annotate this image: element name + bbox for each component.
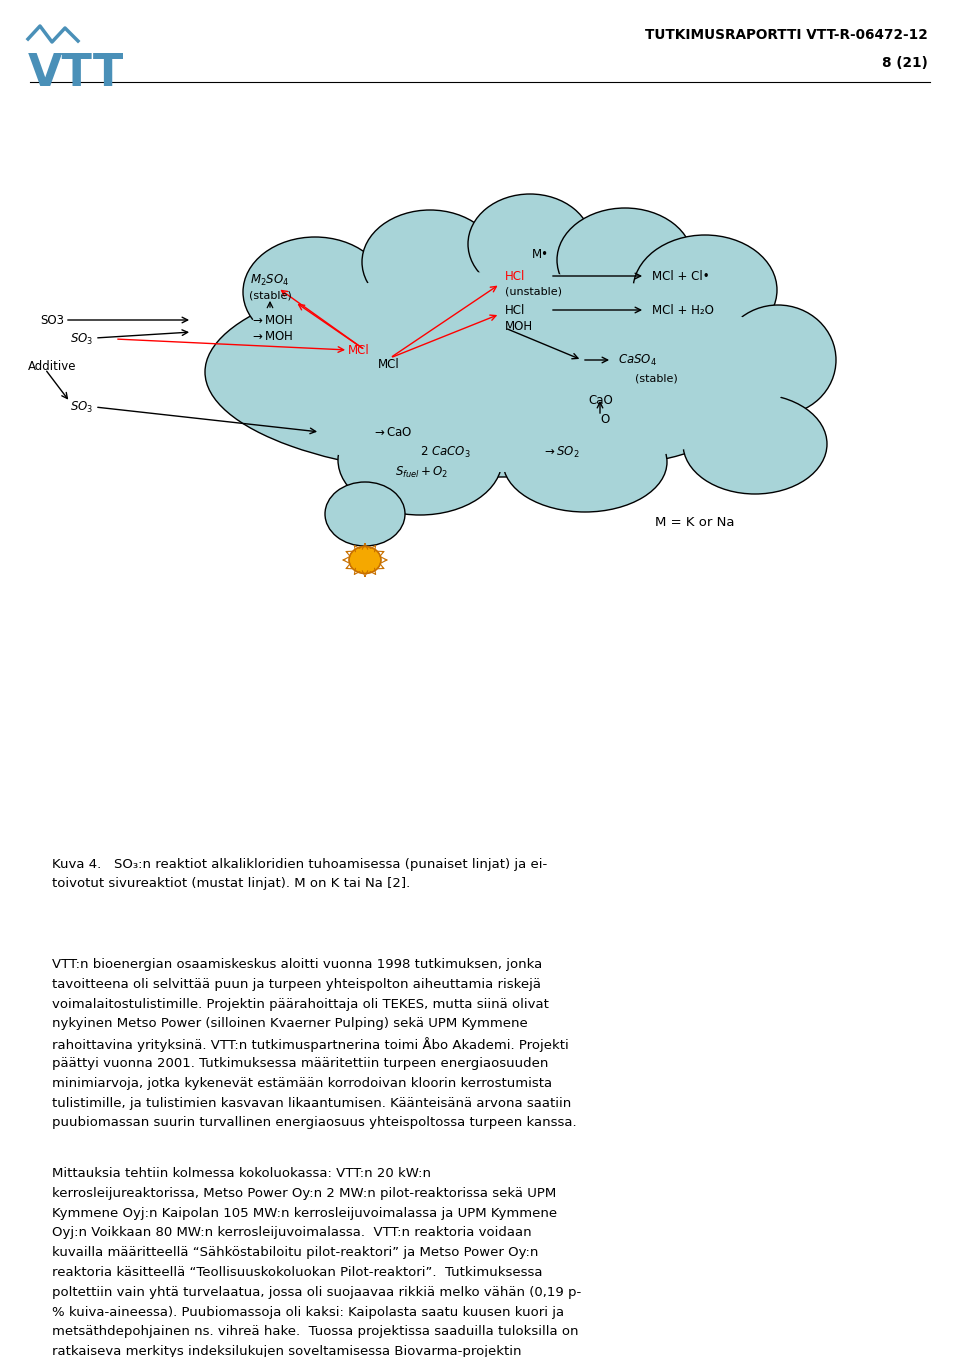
Ellipse shape xyxy=(210,271,790,472)
Text: $\rightarrow SO_2$: $\rightarrow SO_2$ xyxy=(542,445,580,460)
Text: voimalaitostulistimille. Projektin päärahoittaja oli TEKES, mutta siinä olivat: voimalaitostulistimille. Projektin päära… xyxy=(52,997,549,1011)
Text: Mittauksia tehtiin kolmessa kokoluokassa: VTT:n 20 kW:n: Mittauksia tehtiin kolmessa kokoluokassa… xyxy=(52,1167,431,1181)
Text: MOH: MOH xyxy=(505,319,533,332)
Text: % kuiva-aineessa). Puubiomassoja oli kaksi: Kaipolasta saatu kuusen kuori ja: % kuiva-aineessa). Puubiomassoja oli kak… xyxy=(52,1305,564,1319)
Text: rahoittavina yrityksinä. VTT:n tutkimuspartnerina toimi Åbo Akademi. Projekti: rahoittavina yrityksinä. VTT:n tutkimusp… xyxy=(52,1037,568,1052)
Text: HCl: HCl xyxy=(505,270,525,282)
Text: poltettiin vain yhtä turvelaatua, jossa oli suojaavaa rikkiä melko vähän (0,19 p: poltettiin vain yhtä turvelaatua, jossa … xyxy=(52,1286,581,1299)
Text: M•: M• xyxy=(532,247,549,261)
Text: nykyinen Metso Power (silloinen Kvaerner Pulping) sekä UPM Kymmene: nykyinen Metso Power (silloinen Kvaerner… xyxy=(52,1018,528,1030)
Text: (stable): (stable) xyxy=(635,373,678,383)
Text: $S_{fuel}+O_2$: $S_{fuel}+O_2$ xyxy=(395,464,448,479)
Text: Kymmene Oyj:n Kaipolan 105 MW:n kerrosleijuvoimalassa ja UPM Kymmene: Kymmene Oyj:n Kaipolan 105 MW:n kerrosle… xyxy=(52,1206,557,1220)
Text: metsäthdepohjainen ns. vihreä hake.  Tuossa projektissa saaduilla tuloksilla on: metsäthdepohjainen ns. vihreä hake. Tuos… xyxy=(52,1326,579,1338)
Text: VTT:n bioenergian osaamiskeskus aloitti vuonna 1998 tutkimuksen, jonka: VTT:n bioenergian osaamiskeskus aloitti … xyxy=(52,958,542,972)
Ellipse shape xyxy=(338,404,502,516)
Text: kuvailla määritteellä “Sähköstabiloitu pilot-reaktori” ja Metso Power Oy:n: kuvailla määritteellä “Sähköstabiloitu p… xyxy=(52,1246,539,1259)
Text: (stable): (stable) xyxy=(249,290,292,300)
Text: O: O xyxy=(600,413,610,426)
Text: toivotut sivureaktiot (mustat linjat). M on K tai Na [2].: toivotut sivureaktiot (mustat linjat). M… xyxy=(52,877,410,889)
Text: $SO_3$: $SO_3$ xyxy=(70,331,93,346)
Text: tulistimille, ja tulistimien kasvavan likaantumisen. Käänteisänä arvona saatiin: tulistimille, ja tulistimien kasvavan li… xyxy=(52,1096,571,1110)
Text: VTT: VTT xyxy=(28,52,124,95)
Text: $2\ CaCO_3$: $2\ CaCO_3$ xyxy=(420,445,470,460)
Ellipse shape xyxy=(633,235,777,345)
Text: $SO_3$: $SO_3$ xyxy=(70,399,93,414)
Ellipse shape xyxy=(205,267,795,478)
Ellipse shape xyxy=(240,327,350,437)
Text: $M_2SO_4$: $M_2SO_4$ xyxy=(251,273,290,288)
Text: M = K or Na: M = K or Na xyxy=(655,516,734,528)
Text: puubiomassan suurin turvallinen energiaosuus yhteispoltossa turpeen kanssa.: puubiomassan suurin turvallinen energiao… xyxy=(52,1117,577,1129)
Text: TUTKIMUSRAPORTTI VTT-R-06472-12: TUTKIMUSRAPORTTI VTT-R-06472-12 xyxy=(645,28,928,42)
Text: minimiarvoja, jotka kykenevät estämään korrodoivan kloorin kerrostumista: minimiarvoja, jotka kykenevät estämään k… xyxy=(52,1077,552,1090)
Text: 8 (21): 8 (21) xyxy=(882,56,928,71)
Text: CaO: CaO xyxy=(588,394,612,407)
Ellipse shape xyxy=(468,194,592,294)
Text: tavoitteena oli selvittää puun ja turpeen yhteispolton aiheuttamia riskejä: tavoitteena oli selvittää puun ja turpee… xyxy=(52,978,541,991)
Text: MCl + H₂O: MCl + H₂O xyxy=(652,304,714,316)
Ellipse shape xyxy=(362,210,498,313)
Text: $\rightarrow$CaO: $\rightarrow$CaO xyxy=(372,426,413,438)
Text: päättyi vuonna 2001. Tutkimuksessa määritettiin turpeen energiaosuuden: päättyi vuonna 2001. Tutkimuksessa määri… xyxy=(52,1057,548,1071)
Ellipse shape xyxy=(720,305,836,415)
Text: Kuva 4.   SO₃:n reaktiot alkalikloridien tuhoamisessa (punaiset linjat) ja ei-: Kuva 4. SO₃:n reaktiot alkalikloridien t… xyxy=(52,858,547,871)
Ellipse shape xyxy=(557,208,693,312)
Text: HCl: HCl xyxy=(505,304,525,316)
Text: Additive: Additive xyxy=(28,360,77,373)
Text: Oyj:n Voikkaan 80 MW:n kerrosleijuvoimalassa.  VTT:n reaktoria voidaan: Oyj:n Voikkaan 80 MW:n kerrosleijuvoimal… xyxy=(52,1227,532,1239)
Ellipse shape xyxy=(349,547,381,574)
Ellipse shape xyxy=(683,394,827,494)
Text: kerrosleijureaktorissa, Metso Power Oy:n 2 MW:n pilot-reaktorissa sekä UPM: kerrosleijureaktorissa, Metso Power Oy:n… xyxy=(52,1187,556,1200)
Text: ratkaiseva merkitys indeksilukujen soveltamisessa Biovarma-projektin: ratkaiseva merkitys indeksilukujen sovel… xyxy=(52,1345,521,1357)
Text: MCl: MCl xyxy=(378,358,399,372)
Ellipse shape xyxy=(325,482,405,546)
Ellipse shape xyxy=(243,237,387,347)
Text: $\rightarrow$MOH: $\rightarrow$MOH xyxy=(250,313,294,327)
Text: reaktoria käsitteellä “Teollisuuskokoluokan Pilot-reaktori”.  Tutkimuksessa: reaktoria käsitteellä “Teollisuuskokoluo… xyxy=(52,1266,542,1280)
Text: $\rightarrow$MOH: $\rightarrow$MOH xyxy=(250,330,294,342)
Text: (unstable): (unstable) xyxy=(505,286,562,297)
Text: $CaSO_4$: $CaSO_4$ xyxy=(618,353,657,368)
Ellipse shape xyxy=(503,413,667,512)
Text: MCl + Cl•: MCl + Cl• xyxy=(652,270,709,282)
Text: SO3: SO3 xyxy=(40,313,64,327)
Text: MCl: MCl xyxy=(348,343,370,357)
